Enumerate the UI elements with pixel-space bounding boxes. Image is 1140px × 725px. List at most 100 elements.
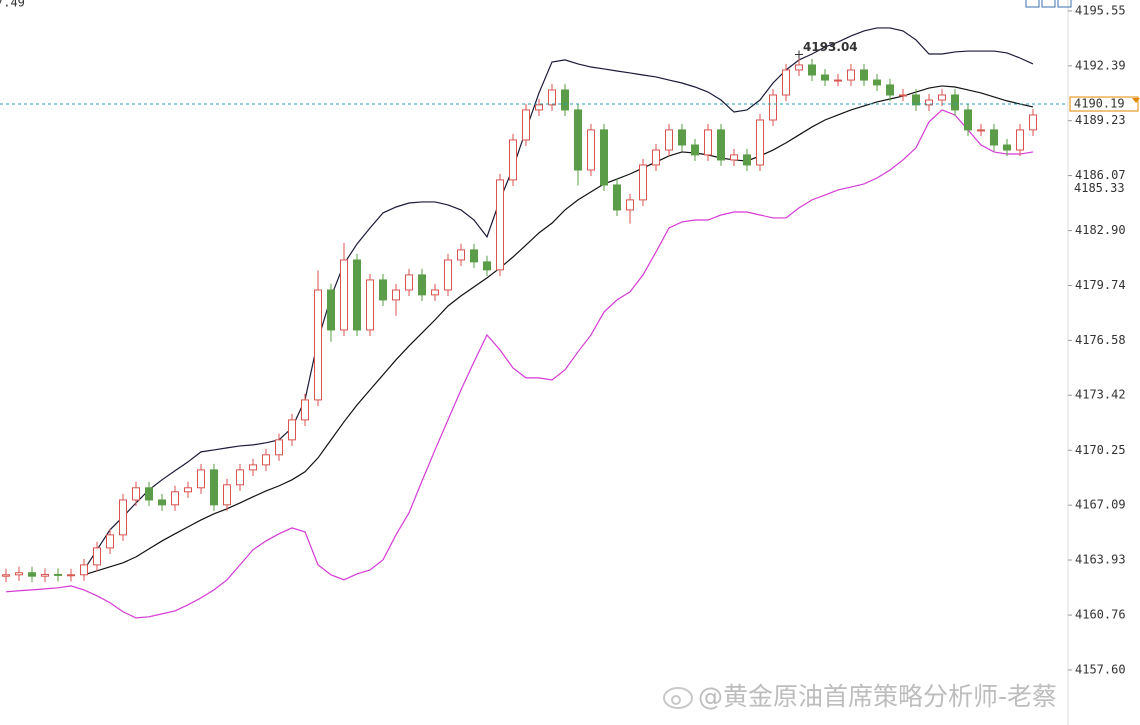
candle-body xyxy=(15,572,23,576)
corner-text: 7.49 xyxy=(0,0,25,10)
candle-body xyxy=(587,129,595,171)
candle-body xyxy=(678,129,686,146)
toolbar-icons xyxy=(1025,0,1072,8)
candle-body xyxy=(873,79,881,86)
candle-body xyxy=(704,129,712,156)
candle-body xyxy=(977,129,985,132)
candle-body xyxy=(561,89,569,111)
icon[interactable] xyxy=(1041,0,1056,8)
candle-body xyxy=(236,469,244,486)
candle-body xyxy=(990,129,998,146)
candle-body xyxy=(743,154,751,166)
candle-body xyxy=(769,94,777,121)
candle-body xyxy=(730,154,738,161)
candle-body xyxy=(626,199,634,211)
candle-body xyxy=(808,64,816,76)
current-price-label: 4190.19 xyxy=(1074,97,1125,111)
candle-body xyxy=(249,464,257,471)
candle-body xyxy=(457,249,465,261)
y-tick-label: 4170.25 xyxy=(1075,443,1126,457)
candle-body xyxy=(1016,129,1024,151)
candle-body xyxy=(665,129,673,151)
candle-body xyxy=(431,289,439,296)
candle-body xyxy=(756,119,764,166)
band-line xyxy=(83,85,1034,576)
candle-body xyxy=(444,259,452,291)
candle-body xyxy=(535,104,543,111)
candle-body xyxy=(925,99,933,106)
y-tick-label: 4192.39 xyxy=(1075,58,1126,72)
watermark: @黄金原油首席策略分析师-老蔡 xyxy=(698,682,1057,711)
candle-body xyxy=(821,74,829,81)
candle-body xyxy=(93,547,101,566)
current-price-box xyxy=(1069,96,1139,112)
icon[interactable] xyxy=(1025,0,1040,8)
candle-body xyxy=(613,184,621,211)
candle-body xyxy=(314,289,322,401)
candle-body xyxy=(717,129,725,161)
candle-body xyxy=(847,69,855,81)
candle-body xyxy=(834,79,842,82)
candle-body xyxy=(912,94,920,106)
y-tick-label: 4195.55 xyxy=(1075,3,1126,17)
y-tick-label: 4173.42 xyxy=(1075,388,1126,402)
candle-body xyxy=(41,573,49,577)
candle-body xyxy=(951,94,959,111)
candle-body xyxy=(210,469,218,506)
candle-body xyxy=(288,419,296,441)
candle-body xyxy=(366,279,374,331)
band-line xyxy=(5,109,1034,619)
y-tick-label: 4157.60 xyxy=(1075,662,1126,676)
candle-body xyxy=(639,164,647,201)
candle-body xyxy=(67,574,75,577)
candle-body xyxy=(964,109,972,131)
candle-body xyxy=(119,499,127,536)
candle-body xyxy=(184,487,192,493)
candle-body xyxy=(899,94,907,97)
candle-body xyxy=(483,261,491,271)
candle-body xyxy=(28,572,36,577)
candle-body xyxy=(496,179,504,271)
candle-body xyxy=(600,129,608,186)
candle-body xyxy=(327,289,335,331)
candle-body xyxy=(392,289,400,301)
high-label: 4193.04 xyxy=(803,40,858,54)
candle-body xyxy=(275,439,283,456)
candle-body xyxy=(132,487,140,501)
price-label: 4185.33 xyxy=(1074,181,1125,195)
candle-body xyxy=(860,69,868,81)
candle-body xyxy=(340,259,348,331)
candle-body xyxy=(2,574,10,577)
candle-body xyxy=(1003,144,1011,151)
candle-body xyxy=(54,573,62,576)
candle-body xyxy=(223,484,231,506)
candle-body xyxy=(405,274,413,291)
y-tick-label: 4167.09 xyxy=(1075,498,1126,512)
candle-body xyxy=(379,279,387,301)
candle-body xyxy=(652,149,660,166)
candle-body xyxy=(301,399,309,421)
weibo-logo xyxy=(663,687,693,709)
candle-body xyxy=(938,94,946,101)
candle-body xyxy=(80,564,88,576)
high-marker xyxy=(795,50,803,59)
y-tick-label: 4186.07 xyxy=(1075,168,1126,182)
candle-body xyxy=(574,109,582,171)
y-tick-label: 4160.76 xyxy=(1075,608,1126,622)
current-price-arrow xyxy=(1132,98,1140,104)
y-tick-label: 4179.74 xyxy=(1075,278,1126,292)
candle-body xyxy=(548,89,556,106)
candle-body xyxy=(691,144,699,156)
candle-body xyxy=(886,84,894,96)
candle-body xyxy=(470,249,478,263)
icon[interactable] xyxy=(1057,0,1072,8)
candle-body xyxy=(145,487,153,501)
candle-body xyxy=(353,259,361,331)
candle-body xyxy=(418,274,426,296)
candle-body xyxy=(795,64,803,71)
candle-body xyxy=(171,491,179,506)
y-tick-label: 4176.58 xyxy=(1075,333,1126,347)
candle-body xyxy=(522,109,530,141)
y-tick-label: 4163.93 xyxy=(1075,553,1126,567)
